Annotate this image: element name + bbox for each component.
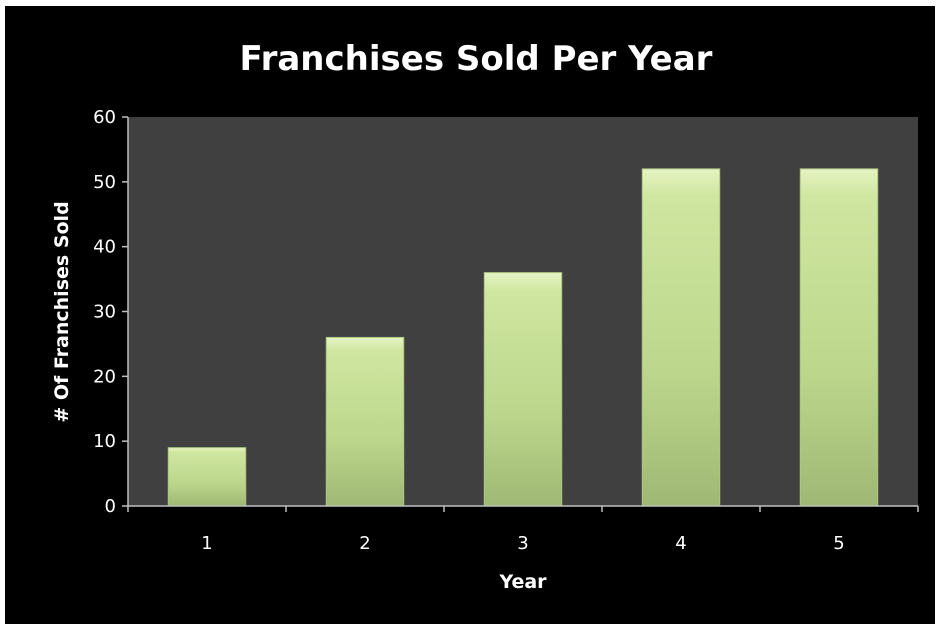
x-tick-labels: 1 2 3 4 5 bbox=[201, 533, 844, 554]
axes-group bbox=[122, 116, 919, 512]
chart-title: Franchises Sold Per Year bbox=[240, 39, 713, 79]
y-tick-label: 60 bbox=[93, 107, 116, 128]
x-tick-label: 3 bbox=[517, 533, 528, 554]
bar-4 bbox=[641, 168, 721, 507]
y-tick-label: 10 bbox=[93, 431, 116, 452]
y-tick-label: 20 bbox=[93, 366, 116, 387]
y-axis-title: # Of Franchises Sold bbox=[51, 201, 73, 422]
x-tick-label: 5 bbox=[833, 533, 844, 554]
bars-group bbox=[167, 168, 879, 507]
x-tick-label: 2 bbox=[359, 533, 370, 554]
x-tick-label: 4 bbox=[675, 533, 686, 554]
y-tick-label: 30 bbox=[93, 302, 116, 323]
y-tick-label: 0 bbox=[105, 496, 116, 517]
y-tick-label: 40 bbox=[93, 237, 116, 258]
x-axis-title: Year bbox=[498, 571, 547, 593]
bar-2 bbox=[325, 336, 405, 507]
bar-3 bbox=[483, 272, 563, 507]
bar-1 bbox=[167, 447, 247, 507]
x-tick-label: 1 bbox=[201, 533, 212, 554]
bar-5 bbox=[799, 168, 879, 507]
y-tick-labels: 0 10 20 30 40 50 60 bbox=[93, 107, 116, 517]
y-tick-label: 50 bbox=[93, 172, 116, 193]
